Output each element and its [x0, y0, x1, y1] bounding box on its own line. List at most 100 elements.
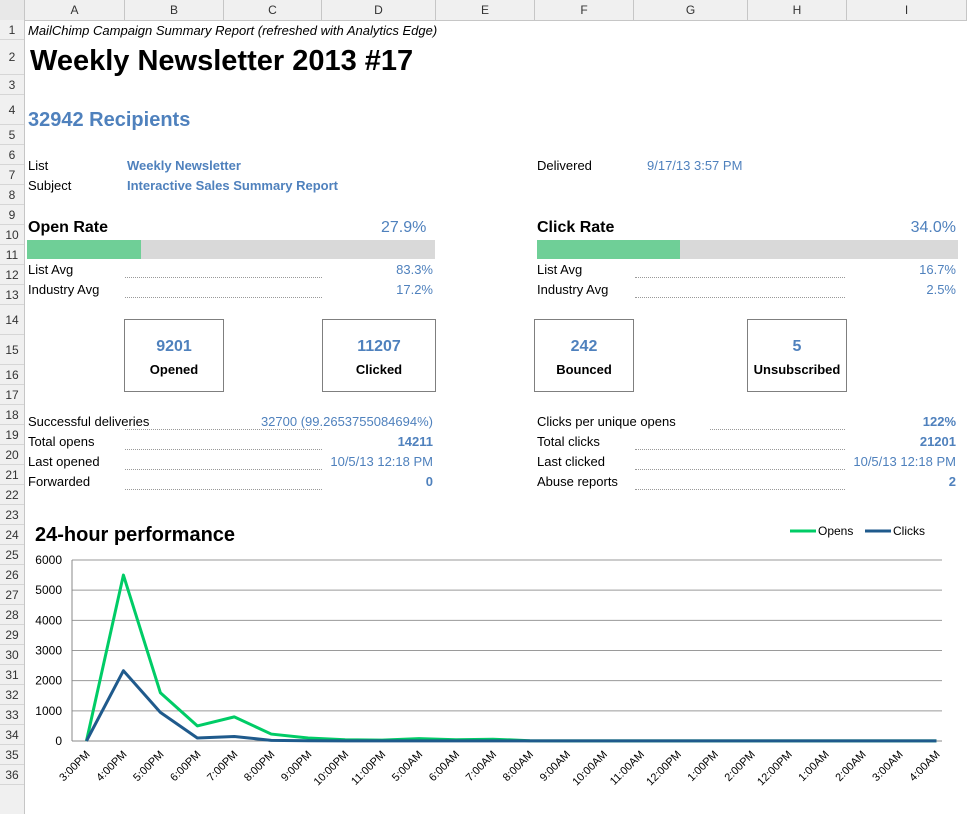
row-header-36[interactable]: 36: [0, 765, 24, 785]
open-rate-bar-fill: [27, 240, 141, 259]
row-header-21[interactable]: 21: [0, 465, 24, 485]
row-header-20[interactable]: 20: [0, 445, 24, 465]
row-header-22[interactable]: 22: [0, 485, 24, 505]
clicks-per-unique-opens-value: 122%: [922, 414, 956, 429]
dotted-leader: [125, 489, 322, 490]
column-header-f[interactable]: F: [535, 0, 634, 20]
forwarded-value: 0: [425, 474, 433, 489]
column-header-d[interactable]: D: [322, 0, 436, 20]
row-header-28[interactable]: 28: [0, 605, 24, 625]
column-header-i[interactable]: I: [847, 0, 967, 20]
bounced-count: 242: [570, 338, 598, 355]
delivered-label: Delivered: [537, 158, 592, 173]
row-header-2[interactable]: 2: [0, 40, 24, 75]
open-list-avg-label: List Avg: [28, 262, 74, 277]
row-header-6[interactable]: 6: [0, 145, 24, 165]
column-header-h[interactable]: H: [748, 0, 847, 20]
bounced-label: Bounced: [556, 362, 612, 377]
row-header-9[interactable]: 9: [0, 205, 24, 225]
dotted-leader: [125, 297, 322, 298]
row-header-13[interactable]: 13: [0, 285, 24, 305]
row-header-1[interactable]: 1: [0, 20, 24, 40]
opened-box: 9201 Opened: [124, 319, 224, 392]
open-industry-avg-value: 17.2%: [396, 282, 433, 297]
row-header-7[interactable]: 7: [0, 165, 24, 185]
click-industry-avg-label: Industry Avg: [537, 282, 609, 297]
open-rate-label: Open Rate: [28, 219, 109, 236]
row-header-32[interactable]: 32: [0, 685, 24, 705]
row-header-19[interactable]: 19: [0, 425, 24, 445]
row-header-17[interactable]: 17: [0, 385, 24, 405]
worksheet: MailChimp Campaign Summary Report (refre…: [25, 21, 967, 814]
row-header-23[interactable]: 23: [0, 505, 24, 525]
select-all-corner[interactable]: [0, 0, 25, 20]
row-header-16[interactable]: 16: [0, 365, 24, 385]
opened-label: Opened: [149, 362, 199, 377]
dotted-leader: [635, 449, 845, 450]
row-header-14[interactable]: 14: [0, 305, 24, 335]
report-title: Weekly Newsletter 2013 #17: [30, 45, 414, 77]
report-subtitle: MailChimp Campaign Summary Report (refre…: [28, 23, 438, 38]
click-rate-value: 34.0%: [910, 219, 956, 236]
unsubscribed-box: 5 Unsubscribed: [747, 319, 847, 392]
recipients-count: 32942 Recipients: [28, 109, 191, 131]
clicked-label: Clicked: [355, 362, 403, 377]
row-header-10[interactable]: 10: [0, 225, 24, 245]
row-header-5[interactable]: 5: [0, 125, 24, 145]
dotted-leader: [635, 469, 845, 470]
row-header-35[interactable]: 35: [0, 745, 24, 765]
forwarded-label: Forwarded: [28, 474, 91, 489]
dotted-leader: [125, 429, 322, 430]
click-rate-bar-fill: [537, 240, 681, 259]
open-list-avg-value: 83.3%: [396, 262, 433, 277]
dotted-leader: [635, 277, 845, 278]
column-header-g[interactable]: G: [634, 0, 748, 20]
last-clicked-label: Last clicked: [537, 454, 605, 469]
open-rate-bar: [27, 240, 435, 259]
clicked-count: 11207: [357, 338, 401, 355]
row-header-8[interactable]: 8: [0, 185, 24, 205]
dotted-leader: [125, 277, 322, 278]
row-header-34[interactable]: 34: [0, 725, 24, 745]
row-header-bar: 1 2 3 4 5 6 7 8 9 10 11 12 13 14 15 16 17 18 19 20 21 22 23 24 2…: [0, 20, 25, 814]
open-rate-value: 27.9%: [381, 219, 427, 236]
column-header-c[interactable]: C: [224, 0, 322, 20]
click-list-avg-value: 16.7%: [919, 262, 956, 277]
unsubscribed-label: Unsubscribed: [753, 362, 841, 377]
subject-value: Interactive Sales Summary Report: [127, 178, 338, 193]
row-header-29[interactable]: 29: [0, 625, 24, 645]
column-header-a[interactable]: A: [25, 0, 125, 20]
click-rate-label: Click Rate: [537, 219, 615, 236]
last-opened-value: 10/5/13 12:18 PM: [330, 454, 433, 469]
row-header-15[interactable]: 15: [0, 335, 24, 365]
dotted-leader: [635, 297, 845, 298]
last-clicked-value: 10/5/13 12:18 PM: [853, 454, 956, 469]
click-rate-bar: [537, 240, 958, 259]
list-label: List: [28, 158, 49, 173]
row-header-31[interactable]: 31: [0, 665, 24, 685]
delivered-value: 9/17/13 3:57 PM: [647, 158, 743, 173]
row-header-18[interactable]: 18: [0, 405, 24, 425]
successful-deliveries-value: 32700 (99.2653755084694%): [260, 414, 433, 429]
list-value: Weekly Newsletter: [127, 158, 241, 173]
click-industry-avg-value: 2.5%: [926, 282, 956, 297]
column-header-e[interactable]: E: [436, 0, 535, 20]
row-header-33[interactable]: 33: [0, 705, 24, 725]
row-header-12[interactable]: 12: [0, 265, 24, 285]
unsubscribed-count: 5: [792, 338, 802, 355]
total-opens-value: 14211: [397, 434, 433, 449]
row-header-4[interactable]: 4: [0, 95, 24, 125]
open-industry-avg-label: Industry Avg: [28, 282, 100, 297]
row-header-11[interactable]: 11: [0, 245, 24, 265]
clicks-per-unique-opens-label: Clicks per unique opens: [537, 414, 676, 429]
row-header-24[interactable]: 24: [0, 525, 24, 545]
row-header-3[interactable]: 3: [0, 75, 24, 95]
column-header-b[interactable]: B: [125, 0, 224, 20]
row-header-25[interactable]: 25: [0, 545, 24, 565]
clicked-box: 11207 Clicked: [322, 319, 436, 392]
row-header-26[interactable]: 26: [0, 565, 24, 585]
subject-label: Subject: [28, 178, 72, 193]
row-header-27[interactable]: 27: [0, 585, 24, 605]
row-header-30[interactable]: 30: [0, 645, 24, 665]
successful-deliveries-label: Successful deliveries: [28, 414, 150, 429]
